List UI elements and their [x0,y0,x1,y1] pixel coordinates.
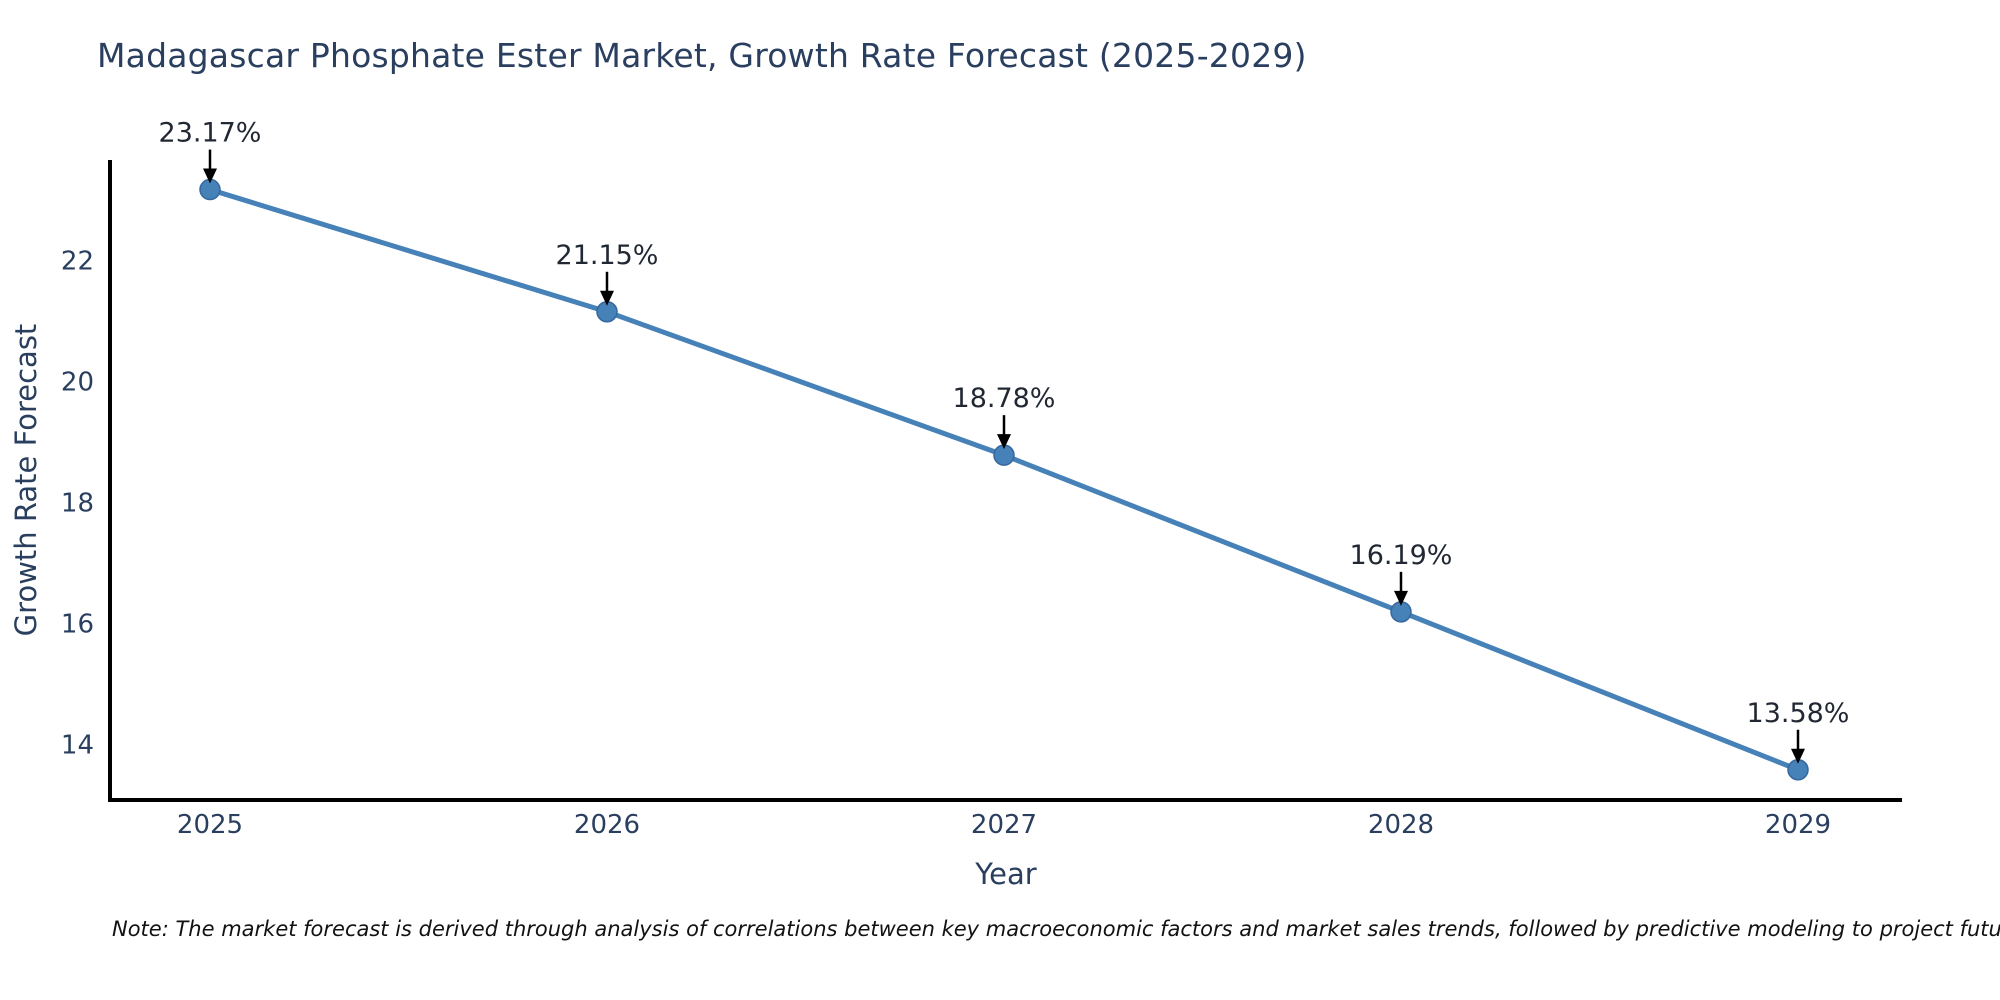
annotation-arrowhead [1791,748,1805,764]
annotation-label: 16.19% [1350,540,1453,571]
chart-title: Madagascar Phosphate Ester Market, Growt… [97,36,1307,75]
x-tick-label: 2029 [1765,810,1831,840]
annotation-arrowhead [997,434,1011,450]
footnote: Note: The market forecast is derived thr… [112,917,2000,941]
annotation-label: 23.17% [159,118,262,149]
y-tick-label: 16 [61,609,94,639]
annotation-arrowhead [203,168,217,184]
annotation-label: 13.58% [1747,698,1850,729]
y-tick-label: 20 [61,367,94,397]
y-tick-label: 18 [61,488,94,518]
annotation-label: 21.15% [556,240,659,271]
y-tick-label: 14 [61,730,94,760]
annotation-arrowhead [1394,590,1408,606]
x-tick-label: 2025 [177,810,243,840]
y-tick-label: 22 [61,246,94,276]
annotation-arrowhead [600,290,614,306]
trend-line [207,187,1801,773]
x-tick-label: 2028 [1368,810,1434,840]
y-axis-title: Growth Rate Forecast [9,324,43,637]
x-axis-title: Year [974,857,1036,891]
x-tick-label: 2027 [971,810,1037,840]
annotation-label: 18.78% [953,383,1056,414]
x-tick-label: 2026 [574,810,640,840]
